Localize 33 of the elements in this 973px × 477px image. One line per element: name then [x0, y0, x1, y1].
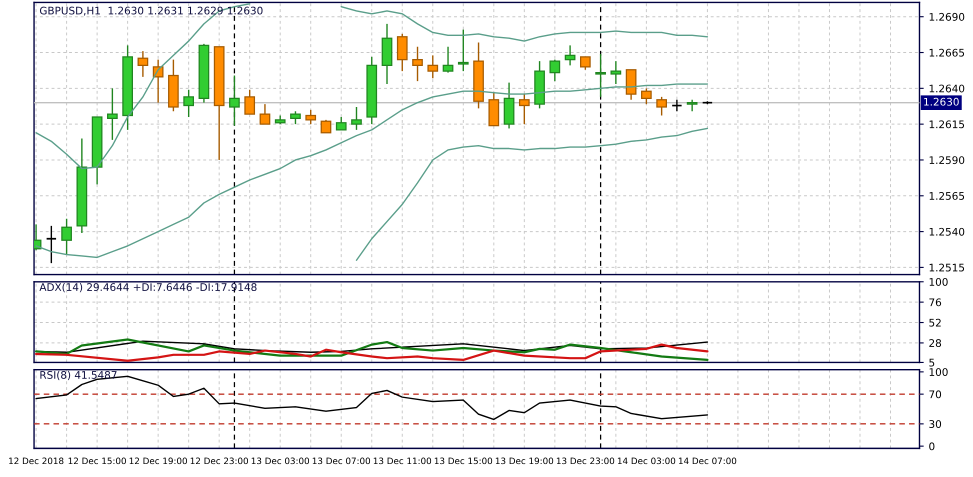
- x-tick-label: 13 Dec 19:00: [496, 458, 554, 464]
- y-tick-label: 1.2565: [930, 192, 964, 200]
- y-tick-label: 30: [929, 420, 942, 428]
- x-tick-label: 14 Dec 03:00: [618, 458, 676, 464]
- y-tick-label: 1.2590: [930, 156, 964, 164]
- x-tick-label: 12 Dec 19:00: [130, 458, 187, 464]
- x-tick-label: 13 Dec 07:00: [312, 458, 370, 464]
- chart-title: ADX(14) 29.4644 +DI:7.6446 -DI:17.9148: [39, 282, 257, 292]
- y-tick-label: 1.2640: [930, 84, 964, 92]
- x-tick-label: 12 Dec 2018: [9, 458, 64, 464]
- x-tick-label: 13 Dec 15:00: [434, 458, 492, 464]
- y-tick-label: 0: [929, 442, 934, 450]
- y-tick-label: 70: [929, 390, 942, 398]
- y-tick-label: 28: [929, 339, 942, 348]
- ref-line-label: 1.2630: [924, 98, 959, 106]
- y-tick-label: 100: [930, 368, 948, 376]
- x-tick-label: 12 Dec 15:00: [68, 458, 126, 464]
- y-tick-label: 1.2515: [930, 264, 964, 272]
- x-tick-label: 14 Dec 07:00: [678, 458, 736, 464]
- x-tick-label: 13 Dec 11:00: [374, 458, 432, 464]
- y-tick-label: 1.2540: [930, 228, 964, 236]
- y-tick-label: 52: [929, 318, 941, 327]
- chart-title: RSI(8) 41.5487: [40, 370, 117, 380]
- y-tick-label: 1.2690: [930, 12, 964, 21]
- chart-title: GBPUSD,H1 1.2630 1.2631 1.2629 1.2630: [40, 6, 263, 16]
- x-tick-label: 13 Dec 23:00: [556, 458, 614, 464]
- y-tick-label: 100: [930, 278, 948, 286]
- x-tick-label: 12 Dec 23:00: [190, 458, 248, 464]
- x-tick-label: 13 Dec 03:00: [252, 458, 310, 464]
- y-tick-label: 5: [929, 358, 934, 367]
- y-tick-label: 1.2665: [930, 48, 964, 57]
- y-tick-label: 1.2615: [930, 120, 964, 128]
- y-tick-label: 76: [929, 298, 942, 306]
